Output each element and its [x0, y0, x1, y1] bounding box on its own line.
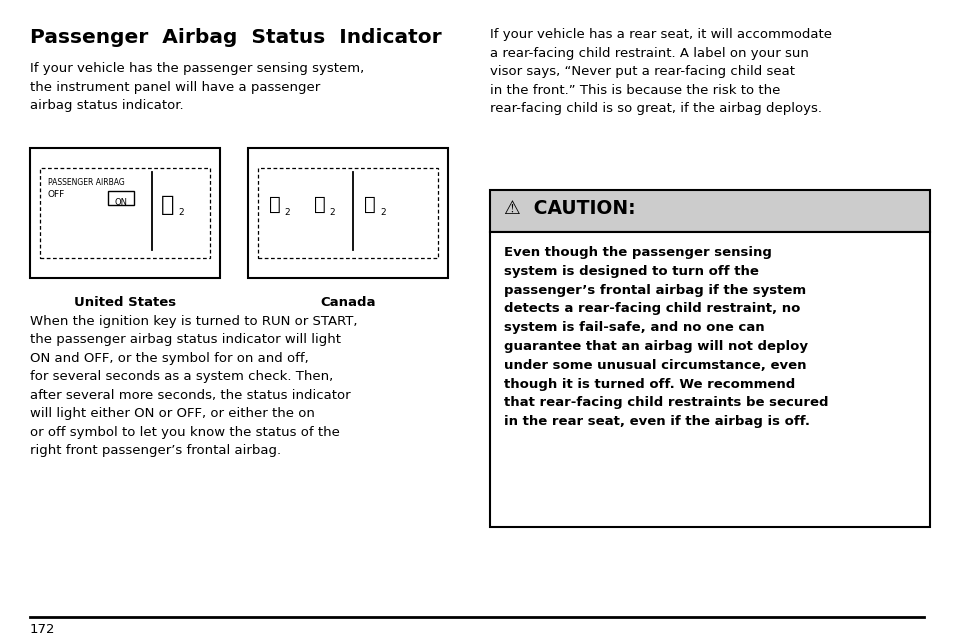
Bar: [40, 168, 210, 258]
Text: PASSENGER AIRBAG: PASSENGER AIRBAG: [48, 178, 125, 187]
Text: Passenger  Airbag  Status  Indicator: Passenger Airbag Status Indicator: [30, 28, 441, 47]
Text: ON: ON: [114, 198, 128, 207]
Text: United States: United States: [74, 296, 176, 309]
Bar: [490, 232, 929, 527]
Bar: [257, 168, 437, 258]
Text: When the ignition key is turned to RUN or START,
the passenger airbag status ind: When the ignition key is turned to RUN o…: [30, 315, 357, 457]
Text: ⛹: ⛹: [364, 195, 375, 214]
Text: 2: 2: [379, 208, 385, 217]
Text: 2: 2: [178, 208, 183, 217]
Text: OFF: OFF: [48, 190, 65, 199]
Text: 172: 172: [30, 623, 55, 636]
Text: ⚠  CAUTION:: ⚠ CAUTION:: [503, 200, 635, 219]
Bar: [108, 191, 133, 205]
Text: 2: 2: [329, 208, 335, 217]
Text: ⛹: ⛹: [161, 195, 174, 215]
Text: If your vehicle has a rear seat, it will accommodate
a rear-facing child restrai: If your vehicle has a rear seat, it will…: [490, 28, 831, 115]
Text: 🧒: 🧒: [269, 195, 280, 214]
Bar: [248, 148, 448, 278]
Text: 🧒: 🧒: [314, 195, 326, 214]
Text: Canada: Canada: [320, 296, 375, 309]
Bar: [490, 190, 929, 232]
Text: If your vehicle has the passenger sensing system,
the instrument panel will have: If your vehicle has the passenger sensin…: [30, 62, 364, 112]
Text: Even though the passenger sensing
system is designed to turn off the
passenger’s: Even though the passenger sensing system…: [503, 246, 827, 428]
Text: 2: 2: [284, 208, 290, 217]
Bar: [30, 148, 220, 278]
